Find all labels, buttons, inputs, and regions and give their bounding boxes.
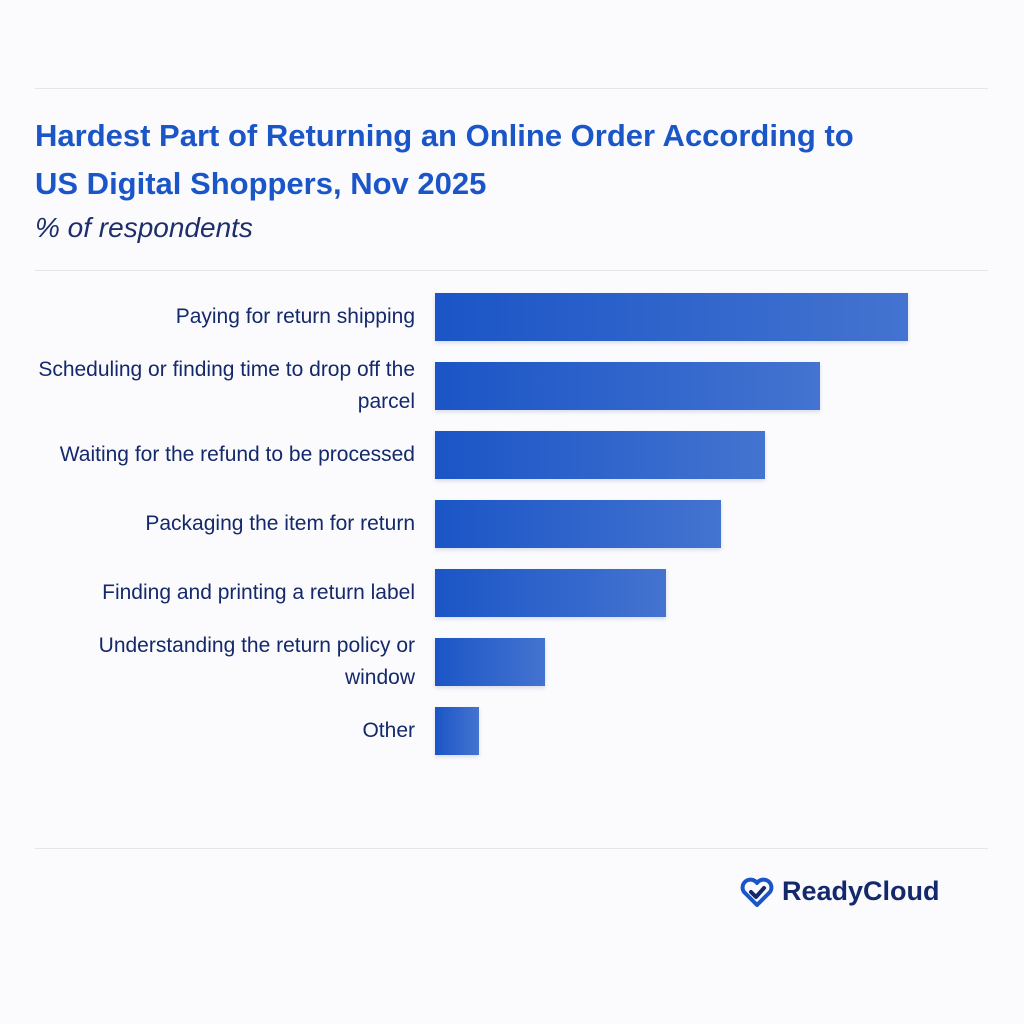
bar <box>435 707 479 755</box>
category-label: Finding and printing a return label <box>102 581 415 604</box>
chart-subtitle: % of respondents <box>35 212 253 243</box>
logo-icon <box>740 877 774 907</box>
chart-title: Hardest Part of Returning an Online Orde… <box>35 118 854 201</box>
brand-name: ReadyCloud <box>782 876 940 906</box>
category-label: Other <box>362 719 415 742</box>
category-label: Paying for return shipping <box>175 305 415 328</box>
category-label: Scheduling or finding time to drop off t… <box>38 358 415 413</box>
divider <box>35 848 988 849</box>
bar <box>435 638 545 686</box>
category-label: Understanding the return policy or windo… <box>98 634 415 689</box>
bar <box>435 293 908 341</box>
category-label: Waiting for the refund to be processed <box>59 443 415 466</box>
bar <box>435 500 721 548</box>
bar <box>435 569 666 617</box>
divider <box>35 88 988 89</box>
brand-logo: ReadyCloud <box>740 876 940 907</box>
bar <box>435 362 820 410</box>
category-label: Packaging the item for return <box>145 512 415 535</box>
bar <box>435 431 765 479</box>
divider <box>35 270 988 271</box>
